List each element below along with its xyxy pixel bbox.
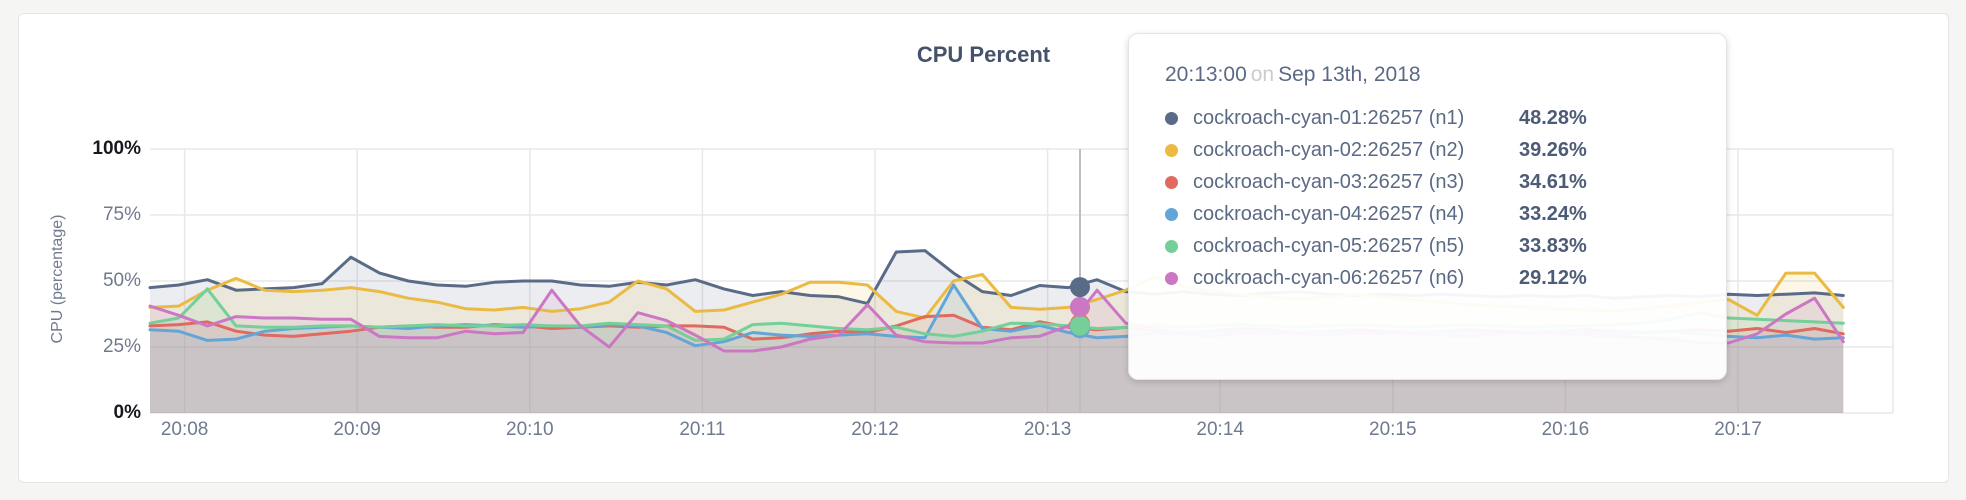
x-tick-20:12: 20:12 bbox=[851, 419, 899, 440]
tooltip-row-n6: cockroach-cyan-06:26257 (n6) 29.12% bbox=[1165, 262, 1690, 294]
tooltip-series-name: cockroach-cyan-06:26257 (n6) bbox=[1193, 266, 1465, 289]
tooltip-row-n3: cockroach-cyan-03:26257 (n3) 34.61% bbox=[1165, 166, 1690, 198]
tooltip-time: 20:13:00 bbox=[1165, 63, 1247, 86]
tooltip-conjunction: on bbox=[1250, 63, 1275, 86]
x-tick-20:09: 20:09 bbox=[333, 419, 381, 440]
hover-dot-n5 bbox=[1070, 315, 1090, 336]
tooltip-series-value: 33.83% bbox=[1519, 234, 1587, 257]
tooltip-series-name: cockroach-cyan-04:26257 (n4) bbox=[1193, 202, 1465, 225]
series-color-dot-icon bbox=[1165, 175, 1178, 189]
y-tick-50%: 50% bbox=[102, 270, 141, 291]
x-tick-20:13: 20:13 bbox=[1023, 419, 1072, 440]
series-area-n5 bbox=[150, 288, 1844, 413]
tooltip-series-name: cockroach-cyan-03:26257 (n3) bbox=[1193, 170, 1465, 193]
hover-tooltip: 20:13:00 on Sep 13th, 2018 cockroach-cyan-… bbox=[1128, 33, 1727, 380]
tooltip-header: 20:13:00 on Sep 13th, 2018 bbox=[1165, 60, 1690, 90]
tooltip-rows: cockroach-cyan-01:26257 (n1) 48.28% cockro… bbox=[1165, 102, 1690, 294]
series-color-dot-icon bbox=[1165, 111, 1178, 125]
y-tick-0%: 0% bbox=[113, 402, 141, 423]
tooltip-series-name: cockroach-cyan-01:26257 (n1) bbox=[1193, 106, 1465, 129]
tooltip-row-n1: cockroach-cyan-01:26257 (n1) 48.28% bbox=[1165, 102, 1690, 134]
x-tick-20:11: 20:11 bbox=[679, 419, 726, 440]
tooltip-series-value: 48.28% bbox=[1519, 106, 1587, 129]
hover-dot-n1 bbox=[1070, 277, 1090, 298]
x-tick-20:15: 20:15 bbox=[1369, 419, 1417, 440]
tooltip-series-name: cockroach-cyan-02:26257 (n2) bbox=[1193, 138, 1465, 161]
y-tick-100%: 100% bbox=[92, 138, 141, 159]
series-color-dot-icon bbox=[1165, 271, 1178, 285]
x-tick-20:16: 20:16 bbox=[1541, 419, 1590, 440]
y-tick-75%: 75% bbox=[102, 204, 141, 225]
x-tick-20:17: 20:17 bbox=[1714, 419, 1762, 440]
tooltip-series-value: 33.24% bbox=[1519, 202, 1587, 225]
tooltip-date: Sep 13th, 2018 bbox=[1278, 63, 1421, 86]
series-color-dot-icon bbox=[1165, 207, 1178, 221]
series-color-dot-icon bbox=[1165, 143, 1178, 157]
chart-title: CPU Percent bbox=[916, 42, 1051, 67]
tooltip-row-n4: cockroach-cyan-04:26257 (n4) 33.24% bbox=[1165, 198, 1690, 230]
x-tick-20:10: 20:10 bbox=[506, 419, 554, 440]
tooltip-row-n5: cockroach-cyan-05:26257 (n5) 33.83% bbox=[1165, 230, 1690, 262]
series-color-dot-icon bbox=[1165, 239, 1178, 253]
tooltip-series-value: 29.12% bbox=[1519, 266, 1587, 289]
tooltip-series-value: 39.26% bbox=[1519, 138, 1587, 161]
tooltip-series-value: 34.61% bbox=[1519, 170, 1587, 193]
x-tick-20:14: 20:14 bbox=[1196, 419, 1244, 440]
tooltip-series-name: cockroach-cyan-05:26257 (n5) bbox=[1193, 234, 1465, 257]
tooltip-row-n2: cockroach-cyan-02:26257 (n2) 39.26% bbox=[1165, 134, 1690, 166]
x-tick-20:08: 20:08 bbox=[160, 419, 209, 440]
hover-dot-n6 bbox=[1070, 296, 1090, 317]
series-area-n4 bbox=[150, 285, 1844, 413]
series-area-n6 bbox=[150, 290, 1844, 413]
y-tick-25%: 25% bbox=[102, 336, 141, 357]
